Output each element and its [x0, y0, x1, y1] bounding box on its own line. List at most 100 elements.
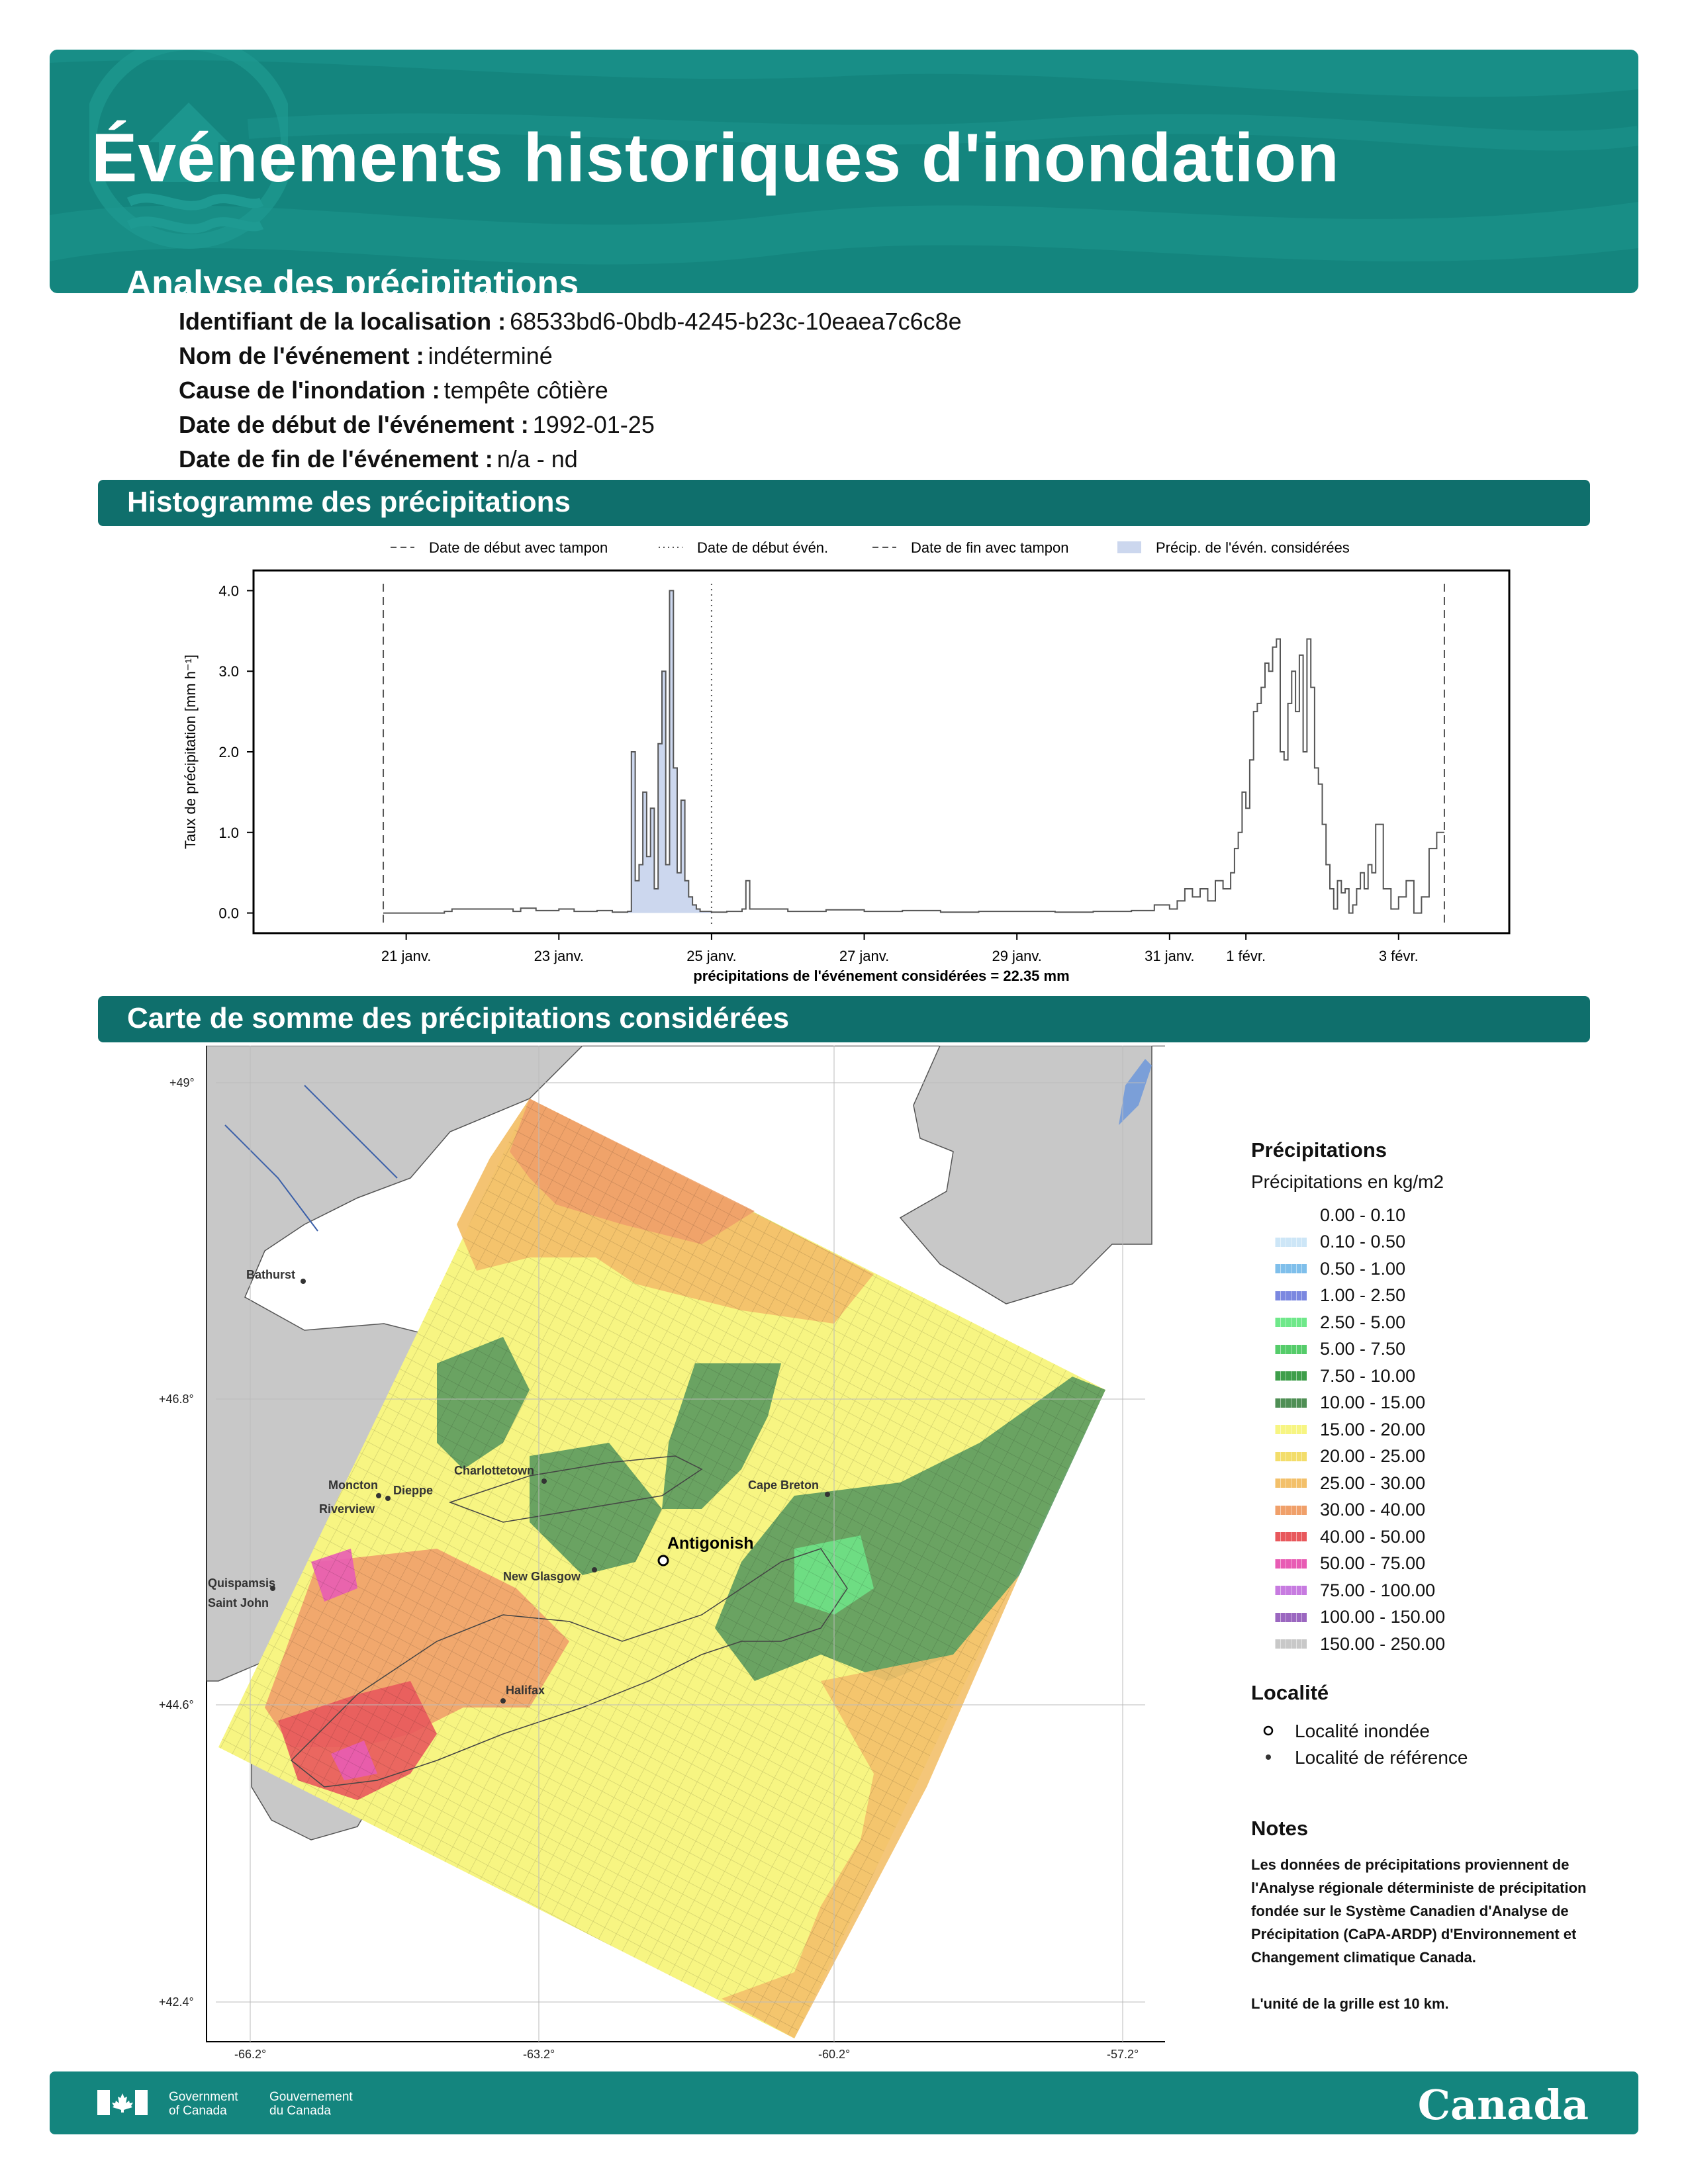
- lon-label: -66.2°: [234, 2048, 266, 2061]
- legend-item: 100.00 - 150.00: [1251, 1604, 1622, 1631]
- x-axis-label: précipitations de l'événement considérée…: [693, 968, 1069, 984]
- cause-label: Cause de l'inondation :: [179, 377, 440, 404]
- x-tick-label: 1 févr.: [1226, 948, 1266, 964]
- legend-item-label: 20.00 - 25.00: [1320, 1446, 1426, 1467]
- place-label-new-glasgow: New Glasgow: [503, 1570, 581, 1583]
- legend-item-label: 5.00 - 7.50: [1320, 1339, 1406, 1359]
- chart-legend-label: Date de fin avec tampon: [911, 539, 1068, 556]
- x-tick-label: 3 févr.: [1379, 948, 1419, 964]
- start-date-value: 1992-01-25: [532, 411, 655, 438]
- end-date-value: n/a - nd: [496, 445, 578, 473]
- legend-swatch: [1275, 1425, 1307, 1435]
- event-name-value: indéterminé: [428, 342, 553, 369]
- gov-en-line2: of Canada: [169, 2104, 227, 2118]
- locality-reference-item: Localité de référence: [1251, 1745, 1468, 1771]
- place-label-bathurst: Bathurst: [246, 1268, 295, 1281]
- locality-title: Localité: [1251, 1681, 1329, 1704]
- gov-name-en: Government of Canada: [169, 2090, 238, 2118]
- legend-swatch: [1275, 1451, 1307, 1461]
- place-label-cape-breton: Cape Breton: [748, 1479, 819, 1492]
- place-label-saint-john: Saint John: [208, 1596, 269, 1610]
- notes-section: Notes Les données de précipitations prov…: [1251, 1817, 1595, 2015]
- place-label-halifax: Halifax: [506, 1684, 545, 1697]
- histogram-section-header: Histogramme des précipitations: [98, 480, 1590, 526]
- reference-locality-marker: [270, 1586, 275, 1591]
- event-name-row: Nom de l'événement : indéterminé: [179, 339, 962, 373]
- legend-subtitle: Précipitations en kg/m2: [1251, 1171, 1444, 1192]
- chart-legend-label: Date de début avec tampon: [429, 539, 608, 556]
- reference-locality-marker: [541, 1479, 547, 1484]
- x-tick-label: 21 janv.: [381, 948, 431, 964]
- legend-item-label: 10.00 - 15.00: [1320, 1392, 1426, 1413]
- locality-flooded-label: Localité inondée: [1295, 1721, 1430, 1741]
- legend-item-label: 100.00 - 150.00: [1320, 1607, 1446, 1627]
- legend-title: Précipitations: [1251, 1138, 1387, 1161]
- legend-item-label: 0.50 - 1.00: [1320, 1258, 1406, 1279]
- land-newfoundland: [899, 1046, 1152, 1304]
- legend-item: 20.00 - 25.00: [1251, 1443, 1622, 1471]
- legend-item-label: 75.00 - 100.00: [1320, 1580, 1436, 1600]
- legend-item: 15.00 - 20.00: [1251, 1416, 1622, 1443]
- lake-newfoundland: [1119, 1059, 1152, 1125]
- page-footer: Government of Canada Gouvernement du Canad…: [50, 2071, 1638, 2134]
- legend-item-label: 50.00 - 75.00: [1320, 1553, 1426, 1574]
- river-line-1: [224, 1085, 398, 1232]
- legend-item: 10.00 - 15.00: [1251, 1390, 1622, 1417]
- legend-fill-swatch: [1117, 541, 1141, 553]
- legend-swatch: [1275, 1479, 1307, 1488]
- precip-grid-cells: [218, 1099, 1105, 2038]
- legend-swatch: [1275, 1318, 1307, 1328]
- header-wave-decoration: [50, 50, 1638, 265]
- legend-swatch: [1275, 1264, 1307, 1274]
- lat-label: +44.6°: [159, 1698, 194, 1711]
- reference-locality-marker: [500, 1698, 506, 1704]
- legend-swatch: [1275, 1612, 1307, 1622]
- reference-locality-marker: [301, 1279, 306, 1284]
- end-date-label: Date de fin de l'événement :: [179, 445, 493, 473]
- legend-item-label: 30.00 - 40.00: [1320, 1500, 1426, 1520]
- y-tick-label: 2.0: [218, 744, 239, 760]
- legend-swatch: [1275, 1344, 1307, 1354]
- notes-grid-unit: L'unité de la grille est 10 km.: [1251, 1995, 1449, 2012]
- locality-reference-label: Localité de référence: [1295, 1747, 1468, 1768]
- chart-legend-label: Précip. de l'évén. considérées: [1156, 539, 1350, 556]
- legend-swatch: [1275, 1237, 1307, 1247]
- location-id-value: 68533bd6-0bdb-4245-b23c-10eaea7c6c8e: [510, 308, 962, 335]
- canada-wordmark: Canada: [1417, 2081, 1589, 2129]
- legend-item: 0.10 - 0.50: [1251, 1229, 1622, 1256]
- coastline-pei: [448, 1455, 703, 1523]
- gov-en-line1: Government: [169, 2090, 238, 2104]
- start-date-label: Date de début de l'événement :: [179, 411, 529, 438]
- legend-item: 0.00 - 0.10: [1251, 1202, 1622, 1229]
- x-tick-label: 27 janv.: [839, 948, 889, 964]
- lon-label: -57.2°: [1107, 2048, 1139, 2061]
- lat-label: +49°: [169, 1076, 195, 1089]
- place-label-antigonish: Antigonish: [667, 1534, 754, 1553]
- legend-item: 30.00 - 40.00: [1251, 1497, 1622, 1524]
- legend-item: 25.00 - 30.00: [1251, 1470, 1622, 1497]
- coastline-nova-scotia: [290, 1548, 848, 1788]
- y-tick-label: 4.0: [218, 582, 239, 599]
- legend-item: 7.50 - 10.00: [1251, 1363, 1622, 1390]
- canada-flag-icon: [97, 2090, 148, 2115]
- legend-swatch: [1275, 1639, 1307, 1649]
- place-label-charlottetown: Charlottetown: [454, 1464, 534, 1477]
- legend-item-label: 15.00 - 20.00: [1320, 1419, 1426, 1439]
- legend-item: 75.00 - 100.00: [1251, 1577, 1622, 1604]
- place-label-dieppe: Dieppe: [393, 1484, 433, 1497]
- legend-swatch: [1275, 1559, 1307, 1569]
- flood-house-logo-icon: [89, 50, 288, 249]
- y-tick-label: 1.0: [218, 825, 239, 841]
- x-tick-label: 29 janv.: [992, 948, 1041, 964]
- precipitation-histogram-chart: 0.0 1.0 2.0 3.0 4.0 21 janv. 23 janv. 25 janv. 2…: [182, 539, 1511, 984]
- legend-item-label: 0.10 - 0.50: [1320, 1232, 1406, 1252]
- page-header: Événements historiques d'inondation Anal…: [50, 50, 1638, 293]
- place-label-moncton: Moncton: [328, 1479, 378, 1492]
- precipitation-sum-map: +49° +46.8° +44.6° +42.4° -66.2° -63.2° …: [159, 1046, 1165, 2061]
- reference-locality-marker: [385, 1496, 391, 1501]
- reference-locality-marker: [825, 1492, 830, 1497]
- legend-item: 50.00 - 75.00: [1251, 1551, 1622, 1578]
- gov-name-fr: Gouvernement du Canada: [269, 2090, 353, 2118]
- notes-text: Les données de précipitations proviennen…: [1251, 1856, 1587, 1966]
- dot-icon: [1262, 1747, 1275, 1768]
